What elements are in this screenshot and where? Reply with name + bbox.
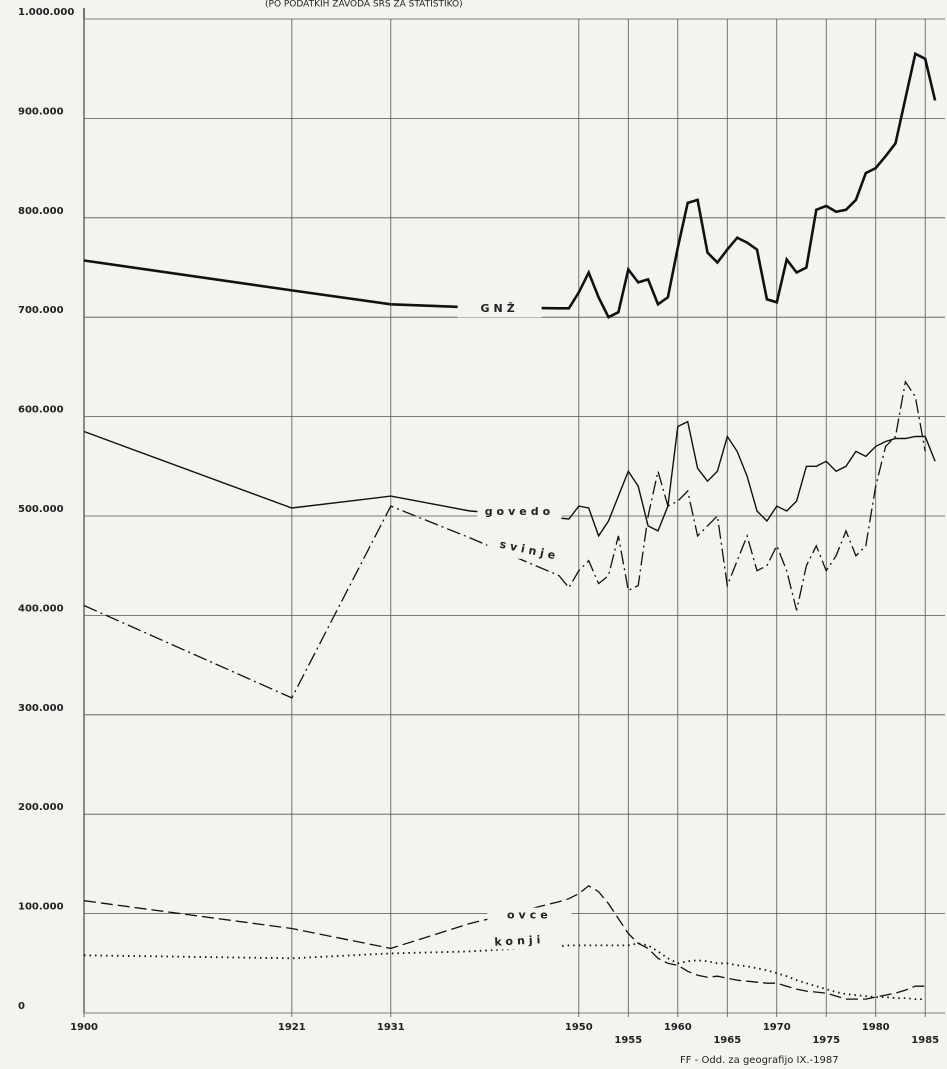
source-note: FF - Odd. za geografijo IX.-1987 <box>680 1055 839 1066</box>
y-tick-label: 500.000 <box>18 504 64 515</box>
x-tick-label: 1970 <box>763 1022 791 1033</box>
chart-subtitle: (PO PODATKIH ZAVODA SRS ZA STATISTIKO) <box>265 0 463 10</box>
y-tick-label: 0 <box>18 1001 25 1012</box>
x-tick-label: 1975 <box>812 1035 840 1046</box>
x-tick-label: 1960 <box>664 1022 692 1033</box>
y-tick-label: 700.000 <box>18 305 64 316</box>
y-tick-label: 800.000 <box>18 206 64 217</box>
x-tick-label: 1965 <box>713 1035 741 1046</box>
x-tick-label: 1985 <box>911 1035 939 1046</box>
series-line <box>83 942 926 1000</box>
series-label: konji <box>494 933 545 949</box>
label-background <box>477 933 562 950</box>
y-tick-label: 400.000 <box>18 603 64 614</box>
series-line <box>83 380 926 699</box>
x-tick-label: 1921 <box>278 1022 306 1033</box>
label-background <box>487 907 572 924</box>
series-label: svinje <box>498 538 560 563</box>
y-tick-label: 300.000 <box>18 703 64 714</box>
series-line <box>83 885 926 1000</box>
y-tick-label: 900.000 <box>18 106 64 117</box>
series-label: GNŽ <box>481 302 519 315</box>
x-tick-label: 1955 <box>614 1035 642 1046</box>
label-background <box>457 301 542 318</box>
x-tick-label: 1931 <box>377 1022 405 1033</box>
x-tick-label: 1900 <box>70 1022 98 1033</box>
label-background <box>477 504 562 521</box>
y-tick-label: 1.000.000 <box>18 7 74 18</box>
y-tick-label: 600.000 <box>18 405 64 416</box>
x-tick-label: 1950 <box>565 1022 593 1033</box>
y-tick-label: 100.000 <box>18 902 64 913</box>
y-tick-label: 200.000 <box>18 802 64 813</box>
series-label: govedo <box>485 505 555 518</box>
series-line <box>83 51 937 319</box>
series-label: ovce <box>507 909 552 922</box>
x-tick-label: 1980 <box>862 1022 890 1033</box>
label-background <box>487 542 572 559</box>
series-line <box>83 420 936 538</box>
